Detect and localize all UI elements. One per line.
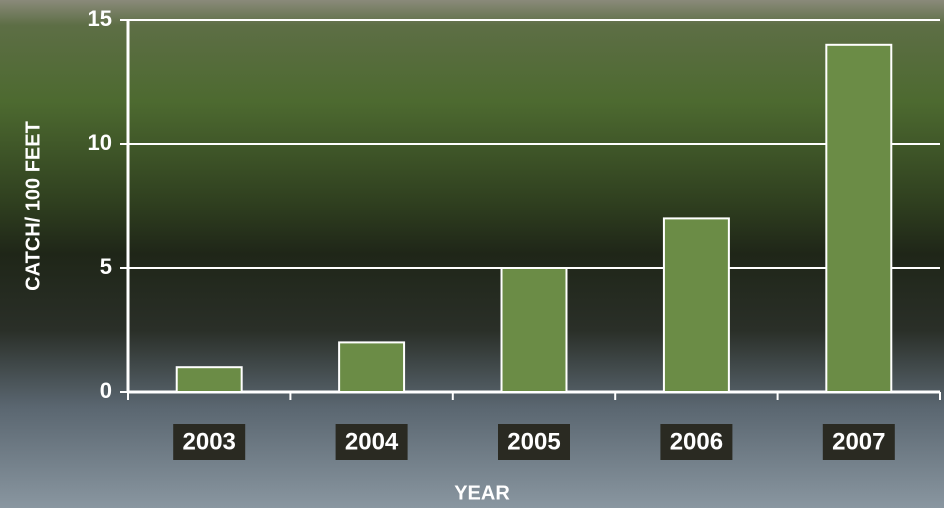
bar: [502, 268, 567, 392]
bar: [339, 342, 404, 392]
x-axis-label: YEAR: [454, 482, 510, 504]
x-tick-label: 2005: [507, 428, 560, 455]
background: [0, 0, 944, 508]
x-tick-label: 2006: [670, 428, 723, 455]
x-tick-label: 2007: [832, 428, 885, 455]
bar: [177, 367, 242, 392]
y-tick-label: 10: [88, 130, 112, 155]
y-axis-label: CATCH/ 100 FEET: [22, 121, 44, 291]
x-tick-label: 2003: [183, 428, 236, 455]
y-tick-label: 5: [100, 254, 112, 279]
chart: CATCH/ 100 FEET YEAR 0 5 10 15 2003 2004 2005 2…: [0, 0, 944, 508]
bar: [664, 218, 729, 392]
x-tick-label: 2004: [345, 428, 399, 455]
y-tick-label: 15: [88, 6, 112, 31]
bar: [826, 45, 891, 392]
y-tick-label: 0: [100, 378, 112, 403]
